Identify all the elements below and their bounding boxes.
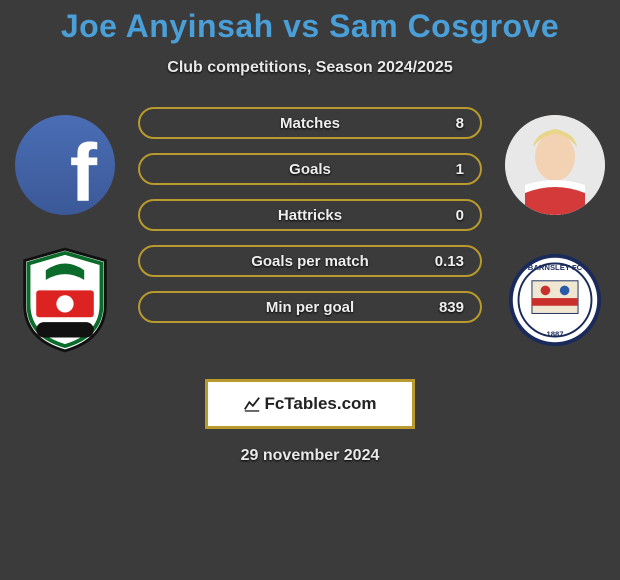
svg-text:BARNSLEY FC: BARNSLEY FC xyxy=(528,263,583,272)
stat-row: Hattricks 0 xyxy=(138,199,482,231)
brand-label: FcTables.com xyxy=(264,394,376,414)
stat-value: 839 xyxy=(439,299,464,316)
player2-avatar xyxy=(505,115,605,215)
stat-value: 8 xyxy=(456,115,464,132)
svg-text:1887: 1887 xyxy=(546,329,563,338)
stat-value: 0 xyxy=(456,207,464,224)
player1-avatar xyxy=(15,115,115,215)
player2-club-crest: BARNSLEY FC 1887 xyxy=(505,245,605,355)
stat-label: Hattricks xyxy=(278,207,342,224)
subtitle: Club competitions, Season 2024/2025 xyxy=(0,59,620,77)
chart-icon xyxy=(243,395,261,413)
player1-club-crest xyxy=(15,245,115,355)
stat-label: Min per goal xyxy=(266,299,354,316)
stat-row: Matches 8 xyxy=(138,107,482,139)
stat-value: 1 xyxy=(456,161,464,178)
date-label: 29 november 2024 xyxy=(0,447,620,465)
stat-label: Goals per match xyxy=(251,253,369,270)
brand-badge: FcTables.com xyxy=(205,379,415,429)
stat-label: Goals xyxy=(289,161,331,178)
page-title: Joe Anyinsah vs Sam Cosgrove xyxy=(0,8,620,45)
stat-label: Matches xyxy=(280,115,340,132)
stats-list: Matches 8 Goals 1 Hattricks 0 Goals per … xyxy=(130,107,490,323)
stat-row: Min per goal 839 xyxy=(138,291,482,323)
stat-row: Goals per match 0.13 xyxy=(138,245,482,277)
stat-value: 0.13 xyxy=(435,253,464,270)
stat-row: Goals 1 xyxy=(138,153,482,185)
